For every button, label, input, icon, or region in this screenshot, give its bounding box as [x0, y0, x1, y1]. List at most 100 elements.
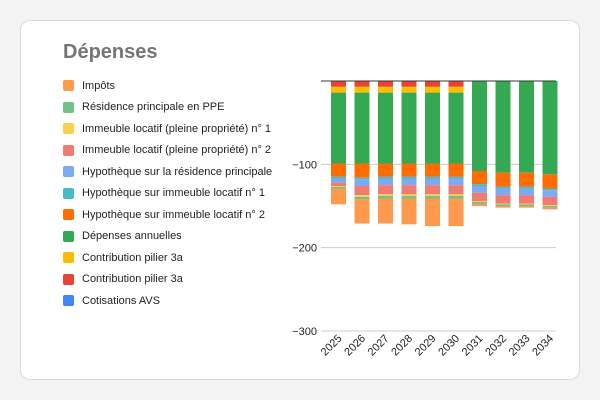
x-tick-label: 2032: [483, 333, 509, 359]
bar-segment: [331, 81, 346, 87]
bar-segment: [401, 86, 417, 93]
bar-segment: [542, 196, 558, 206]
bar-segment: [331, 178, 346, 183]
bar-segment: [495, 204, 511, 206]
y-tick-label: −300: [292, 326, 317, 338]
bar-segment: [425, 178, 440, 186]
bar-segment: [448, 185, 464, 195]
bar-segment: [495, 195, 511, 204]
bar-segment: [331, 86, 346, 93]
bar-segment: [495, 81, 511, 173]
bar-segment: [354, 163, 370, 178]
bar-segment: [401, 176, 417, 179]
legend-item: Hypothèque sur la résidence principale: [63, 161, 272, 183]
y-tick-label: −200: [292, 243, 317, 255]
bar-segment: [495, 203, 511, 205]
bar-segment: [519, 188, 534, 196]
bar-segment: [378, 163, 393, 177]
bar-segment: [542, 207, 558, 210]
bar-segment: [354, 179, 370, 186]
bar-segment: [401, 163, 417, 177]
bar-segment: [519, 206, 534, 208]
bar-segment: [519, 204, 534, 206]
legend-label: Contribution pilier 3a: [82, 251, 183, 264]
legend-item: Hypothèque sur immeuble locatif n° 1: [63, 183, 272, 205]
bar-segment: [495, 188, 511, 196]
bar-segment: [331, 163, 346, 177]
x-tick-label: 2033: [507, 333, 533, 359]
bar-segment: [378, 178, 393, 186]
legend-swatch: [63, 230, 74, 242]
bar-segment: [472, 81, 487, 171]
bar-segment: [354, 199, 370, 224]
legend-swatch: [63, 252, 74, 264]
bar-segment: [519, 81, 534, 173]
bar-segment: [448, 86, 464, 93]
bar-segment: [472, 192, 487, 201]
bar-segment: [425, 163, 440, 177]
bar-segment: [331, 186, 346, 187]
bar-segment: [542, 190, 558, 197]
bar-segment: [378, 196, 393, 199]
bar-segment: [425, 196, 440, 199]
bar-segment: [542, 81, 558, 175]
bar-segment: [354, 81, 370, 87]
x-tick-label: 2027: [366, 333, 392, 359]
legend-item: Immeuble locatif (pleine propriété) n° 1: [63, 118, 272, 140]
legend-swatch: [63, 273, 74, 285]
legend-swatch: [63, 144, 74, 156]
bar-segment: [448, 92, 464, 164]
bar-segment: [378, 176, 393, 179]
bar-segment: [448, 176, 464, 179]
legend-swatch: [63, 295, 74, 307]
bar-segment: [331, 186, 346, 189]
legend-label: Contribution pilier 3a: [82, 273, 183, 286]
bar-segment: [519, 186, 534, 189]
x-tick-label: 2034: [530, 333, 556, 359]
bar-segment: [495, 206, 511, 208]
bar-segment: [519, 195, 534, 204]
x-tick-label: 2028: [389, 333, 415, 359]
legend-label: Hypothèque sur immeuble locatif n° 1: [82, 187, 265, 200]
bar-segment: [425, 81, 440, 87]
bar-segment: [519, 203, 534, 205]
bar-segment: [542, 174, 558, 189]
bar-segment: [401, 92, 417, 164]
bar-segment: [448, 163, 464, 177]
bar-segment: [425, 198, 440, 226]
bar-segment: [378, 194, 393, 196]
bar-segment: [378, 81, 393, 87]
x-tick-label: 2031: [460, 333, 486, 359]
bar-segment: [331, 92, 346, 164]
legend-item: Contribution pilier 3a: [63, 247, 272, 269]
legend-item: Résidence principale en PPE: [63, 97, 272, 119]
bar-segment: [354, 195, 370, 197]
bar-segment: [472, 171, 487, 185]
bar-segment: [331, 182, 346, 186]
bar-segment: [354, 92, 370, 164]
bar-segment: [354, 86, 370, 93]
bar-segment: [425, 185, 440, 195]
legend-label: Impôts: [82, 79, 116, 92]
x-tick-label: 2025: [319, 333, 345, 359]
legend-item: Dépenses annuelles: [63, 226, 272, 248]
bar-segment: [448, 198, 464, 226]
x-tick-label: 2030: [436, 333, 462, 359]
y-tick-label: −100: [292, 159, 317, 171]
bar-segment: [401, 81, 417, 87]
bar-segment: [401, 185, 417, 195]
bar-segment: [472, 201, 487, 204]
legend-item: Contribution pilier 3a: [63, 269, 272, 291]
bar-segment: [472, 203, 487, 206]
bar-segment: [472, 201, 487, 202]
bar-segment: [472, 184, 487, 186]
bar-segment: [448, 81, 464, 87]
bar-segment: [425, 92, 440, 164]
bar-segment: [495, 186, 511, 189]
bar-segment: [354, 186, 370, 196]
bar-segment: [401, 178, 417, 186]
bar-segment: [401, 198, 417, 225]
bar-segment: [425, 194, 440, 196]
bar-segment: [448, 178, 464, 186]
bar-segment: [425, 86, 440, 93]
